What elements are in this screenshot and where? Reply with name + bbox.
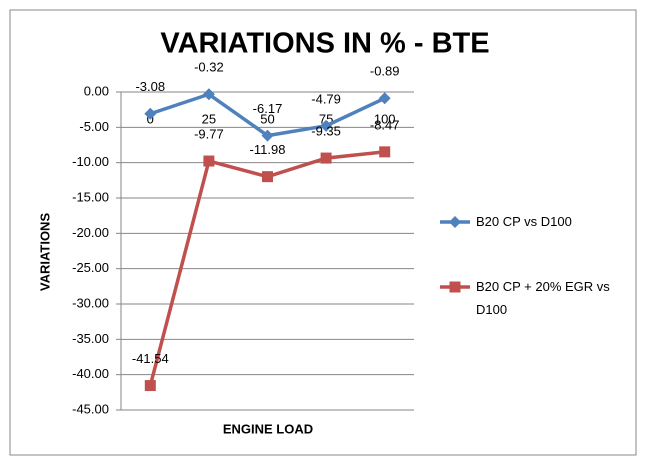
y-tick-label: -35.00: [72, 331, 109, 346]
marker: [320, 119, 333, 132]
y-tick-label: -15.00: [72, 189, 109, 204]
marker: [262, 171, 273, 183]
y-tick-label: -30.00: [72, 295, 109, 310]
y-tick-label: -25.00: [72, 260, 109, 275]
data-label: -4.79: [311, 91, 341, 106]
chart-title: VARIATIONS IN % - BTE: [160, 28, 489, 60]
data-label: -41.54: [132, 351, 169, 366]
legend-text: B20 CP vs D100: [476, 214, 572, 229]
x-tick-label: 25: [202, 111, 216, 126]
marker: [261, 129, 274, 142]
legend-marker: [449, 281, 461, 293]
data-label: -8.47: [370, 117, 400, 132]
x-axis-title: ENGINE LOAD: [223, 421, 313, 436]
legend-entry: B20 CP vs D100: [476, 214, 572, 229]
y-tick-label: -45.00: [72, 401, 109, 416]
marker: [378, 92, 391, 105]
data-label: -9.77: [194, 126, 224, 141]
marker: [202, 88, 215, 101]
marker: [203, 155, 215, 167]
y-axis-title: VARIATIONS: [37, 213, 52, 292]
marker: [144, 380, 156, 392]
legend-text: B20 CP + 20% EGR vs D100: [476, 279, 610, 317]
legend-marker: [449, 216, 461, 228]
data-label: -0.32: [194, 60, 224, 75]
data-label: -0.89: [370, 64, 400, 79]
x-tick-label: 100: [374, 111, 396, 126]
data-label: -9.35: [311, 124, 341, 139]
data-label: -3.08: [135, 79, 165, 94]
y-tick-label: -40.00: [72, 366, 109, 381]
data-label: -6.17: [253, 101, 283, 116]
y-tick-label: -20.00: [72, 225, 109, 240]
data-label: -11.98: [250, 142, 286, 157]
marker: [320, 152, 332, 164]
y-tick-label: -5.00: [79, 119, 109, 134]
legend-entry: B20 CP + 20% EGR vs D100: [476, 279, 610, 317]
x-tick-label: 50: [260, 111, 274, 126]
y-tick-label: 0.00: [84, 83, 109, 98]
marker: [379, 146, 391, 158]
y-tick-label: -10.00: [72, 154, 109, 169]
marker: [144, 107, 157, 120]
chart-border: [9, 9, 637, 456]
